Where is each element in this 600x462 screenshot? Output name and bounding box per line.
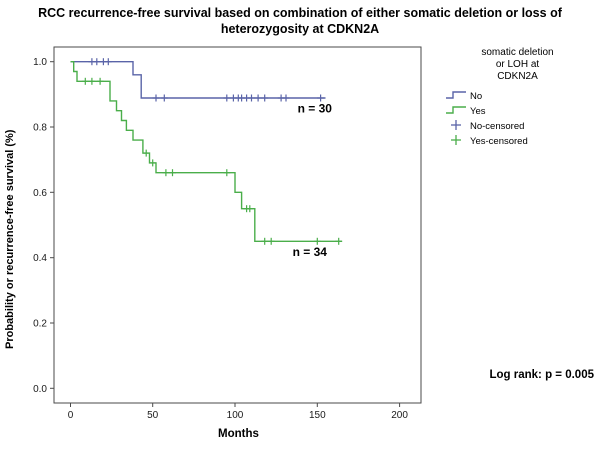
plot-column: 0 50 100 150 200 0.0 0.2 0.4 0.6 0.8 1.0 n = 30 n = … (20, 39, 435, 440)
logrank-label: Log rank: p = 0.005 (489, 369, 595, 382)
chart-body: Probability or recurrence-free survival … (0, 39, 600, 440)
svg-text:1.0: 1.0 (33, 57, 47, 68)
svg-text:0.2: 0.2 (33, 319, 47, 330)
plot-area: 0 50 100 150 200 0.0 0.2 0.4 0.6 0.8 1.0 n = 30 n = … (33, 46, 422, 421)
legend-censored-icon (445, 118, 467, 136)
svg-text:0: 0 (68, 410, 74, 421)
legend-item-label: No (470, 91, 483, 103)
chart-title: RCC recurrence-free survival based on co… (38, 6, 562, 36)
svg-text:0.0: 0.0 (33, 384, 47, 395)
svg-text:150: 150 (309, 410, 326, 421)
legend-title: somatic deletion or LOH at CDKN2A (481, 47, 554, 83)
legend-item-yes-censored: Yes-censored (445, 134, 600, 149)
svg-text:0.6: 0.6 (33, 188, 47, 199)
legend-line-icon (445, 103, 467, 121)
legend-item-label: No-censored (470, 121, 525, 133)
y-axis-label: Probability or recurrence-free survival … (4, 130, 16, 350)
svg-text:n = 30: n = 30 (298, 102, 333, 116)
legend-line-icon (445, 88, 467, 106)
legend-censored-icon (445, 133, 467, 151)
svg-text:50: 50 (147, 410, 159, 421)
svg-text:200: 200 (391, 410, 408, 421)
legend-item-no-censored: No-censored (445, 119, 600, 134)
legend-item-label: Yes (470, 106, 486, 118)
legend-item-label: Yes-censored (470, 136, 528, 148)
svg-text:100: 100 (227, 410, 244, 421)
legend-item-yes: Yes (445, 104, 600, 119)
legend-items: No Yes No-censored Yes-censored (435, 89, 600, 149)
legend: somatic deletion or LOH at CDKN2A No Yes N… (435, 39, 600, 440)
svg-text:n = 34: n = 34 (293, 245, 328, 259)
x-axis-label: Months (218, 428, 259, 441)
svg-text:0.8: 0.8 (33, 123, 47, 134)
svg-text:0.4: 0.4 (33, 253, 47, 264)
legend-item-no: No (445, 89, 600, 104)
